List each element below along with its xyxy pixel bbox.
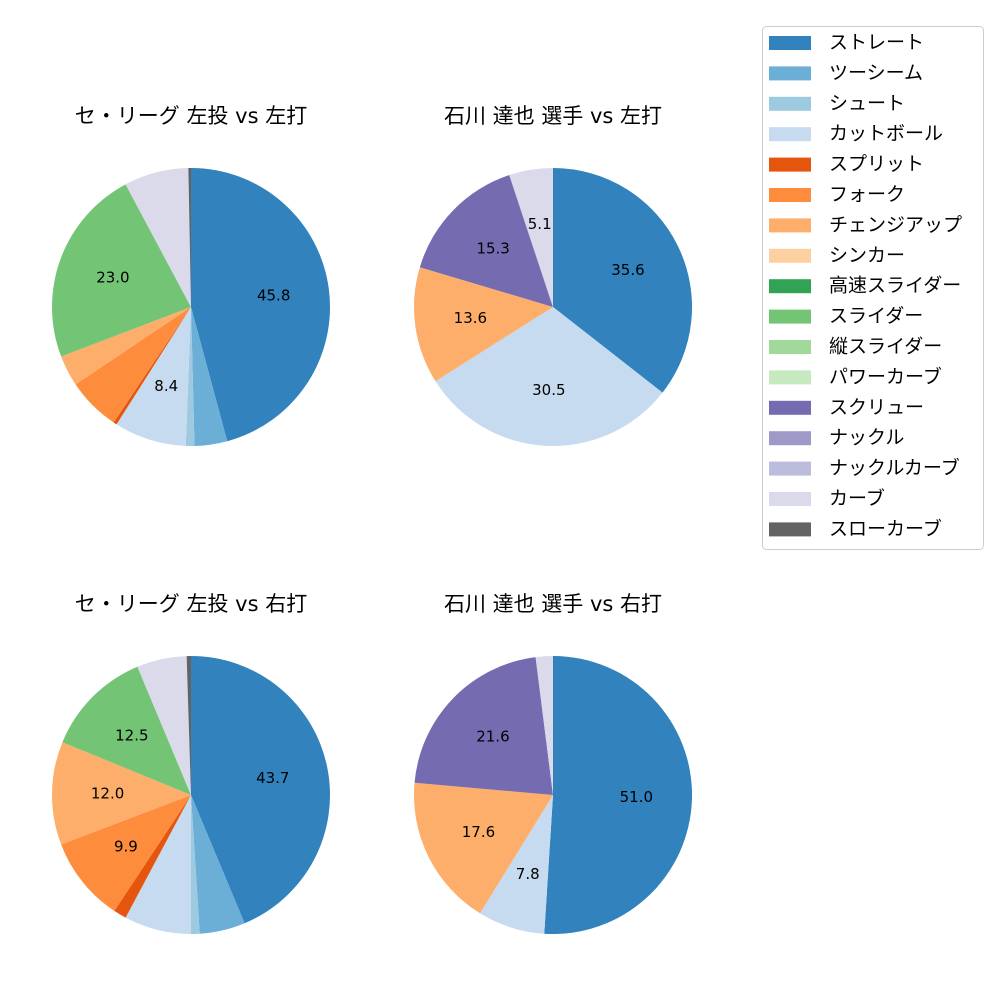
chart-title: 石川 達也 選手 vs 右打 (444, 592, 662, 616)
pie-slice (75, 307, 191, 423)
legend-swatch (769, 279, 811, 294)
value-label: 35.6 (611, 261, 644, 279)
chart-title: セ・リーグ 左投 vs 左打 (75, 104, 307, 128)
pie-slice (191, 168, 331, 442)
value-label: 23.0 (96, 268, 129, 286)
legend-label: カットボール (829, 123, 943, 145)
pie-slice (191, 795, 245, 934)
value-label: 12.5 (115, 727, 148, 745)
legend-swatch (769, 248, 811, 263)
legend-label: 高速スライダー (829, 275, 961, 297)
pie-slice (116, 307, 191, 446)
value-label: 9.9 (114, 838, 138, 856)
chart-title: 石川 達也 選手 vs 左打 (444, 104, 662, 128)
pie-slice (51, 742, 192, 845)
pie-slice (191, 656, 331, 924)
legend-label: フォーク (829, 184, 905, 206)
legend-label: スライダー (829, 305, 923, 327)
pie-slice (535, 656, 553, 795)
legend-label: ストレート (829, 32, 924, 54)
pie-slice (185, 307, 195, 446)
legend-label: チェンジアップ (829, 214, 962, 236)
legend-label: スローカーブ (829, 517, 942, 540)
value-label: 21.6 (476, 728, 509, 746)
value-label: 45.8 (257, 287, 290, 305)
value-label: 8.4 (154, 377, 178, 395)
pie-slice (61, 795, 191, 911)
chart-title: セ・リーグ 左投 vs 右打 (75, 592, 307, 616)
pie-slice (188, 168, 191, 307)
value-label: 7.8 (516, 865, 540, 883)
legend-swatch (769, 66, 811, 81)
pie-slice (137, 656, 191, 795)
pie-slice (435, 307, 663, 446)
value-label: 13.6 (454, 309, 487, 327)
legend-label: シュート (829, 92, 905, 114)
value-label: 15.3 (476, 239, 509, 257)
legend-swatch (769, 522, 811, 537)
pie-slice (186, 656, 191, 795)
legend-label: スプリット (829, 153, 924, 175)
pie-slice (509, 168, 553, 307)
value-label: 5.1 (528, 215, 552, 233)
legend-swatch (769, 400, 811, 415)
legend-label: カーブ (829, 487, 885, 510)
pie-slice (419, 175, 553, 307)
pie-slice (414, 657, 553, 795)
legend-label: ツーシーム (829, 62, 923, 84)
pie-slice (414, 782, 553, 914)
value-label: 12.0 (91, 784, 124, 802)
pie-slice (51, 184, 191, 357)
pie-slice (62, 666, 191, 795)
legend-swatch (769, 431, 811, 446)
pie-slice (191, 307, 228, 446)
legend-label: パワーカーブ (829, 365, 942, 388)
legend-swatch (769, 218, 811, 233)
pie-slice (553, 168, 692, 393)
pie-slice (125, 795, 191, 934)
pie-slice (113, 307, 191, 425)
legend-label: ナックル (829, 427, 904, 449)
legend-label: スクリュー (829, 396, 924, 418)
pie-slice (191, 795, 200, 934)
pie-slice (414, 267, 553, 382)
legend-swatch (769, 461, 811, 476)
legend-label: ナックルカーブ (829, 456, 960, 479)
value-label: 51.0 (620, 788, 653, 806)
legend-swatch (769, 370, 811, 385)
legend-swatch (769, 340, 811, 354)
pie-slice (125, 168, 191, 307)
legend-swatch (769, 96, 811, 111)
legend-label: 縦スライダー (829, 336, 942, 358)
pie-slice (544, 656, 693, 934)
value-label: 17.6 (462, 823, 495, 841)
pie-slice (114, 795, 191, 918)
legend-swatch (769, 127, 811, 142)
legend-swatch (769, 36, 811, 50)
pie-slice (61, 307, 191, 385)
legend-box (762, 26, 984, 550)
legend-swatch (769, 188, 811, 202)
legend-label: シンカー (829, 244, 905, 266)
value-label: 30.5 (532, 381, 565, 399)
pie-slice (480, 795, 553, 934)
legend-swatch (769, 309, 811, 324)
value-label: 43.7 (256, 769, 289, 787)
legend-swatch (769, 492, 811, 506)
legend-swatch (769, 157, 811, 172)
